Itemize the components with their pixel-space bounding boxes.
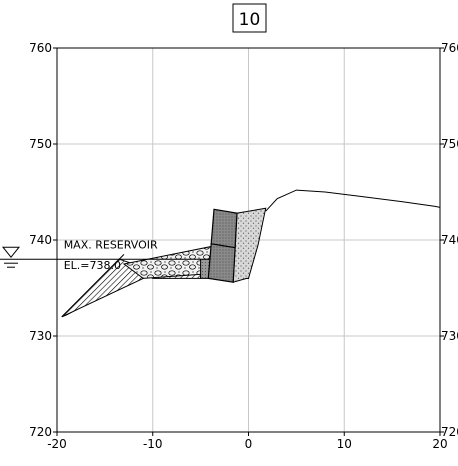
x-tick-label: 0 [245,437,253,451]
ground-profile-line [265,189,441,212]
x-tick-label: 10 [337,437,352,451]
x-tick-label: -20 [47,437,67,451]
axis-ticks: -20-100102072073074075076076075074073072… [29,41,458,451]
y-tick-label: 730 [29,329,52,343]
x-tick-label: -10 [143,437,163,451]
water-level-triangle-icon [1,246,21,268]
y-tick-label-right: 740 [441,233,458,247]
y-tick-label: 760 [29,41,52,55]
y-tick-label-right: 760 [441,41,458,55]
concrete-block-upper [210,208,238,249]
y-tick-label-right: 750 [441,137,458,151]
concrete-block-lower [207,243,236,283]
y-tick-label-right: 730 [441,329,458,343]
y-tick-label: 750 [29,137,52,151]
section-number: 10 [239,10,261,30]
y-tick-label-right: 720 [441,425,458,439]
section-number-box [232,3,267,33]
x-tick-label: 20 [432,437,447,451]
granular-fill-zone [232,207,267,283]
y-tick-label: 720 [29,425,52,439]
y-tick-label: 740 [29,233,52,247]
water-level-label: MAX. RESERVOIR [64,239,158,252]
water-level-elevation: EL.=738.0 [64,259,121,272]
